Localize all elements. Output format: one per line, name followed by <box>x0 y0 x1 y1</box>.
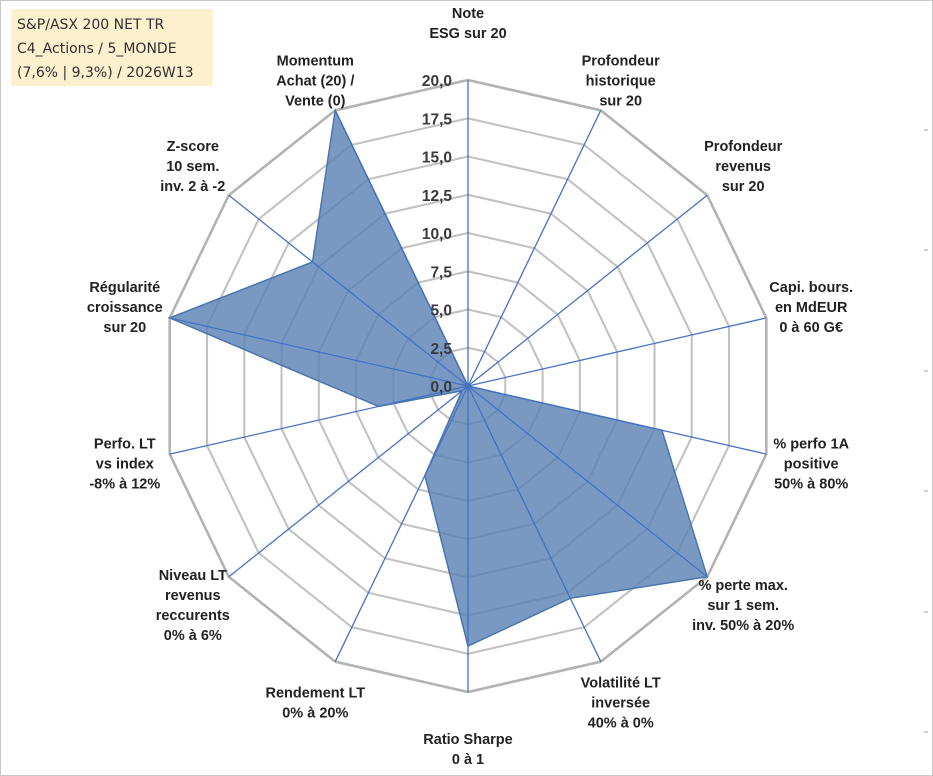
spoke-10 <box>169 385 469 455</box>
axis-label-3: Capi. bours. en MdEUR 0 à 60 G€ <box>769 280 853 336</box>
axis-label-13: Momentum Achat (20) / Vente (0) <box>276 53 354 109</box>
spoke-13 <box>334 110 469 387</box>
spoke-5 <box>467 385 708 578</box>
spoke-8 <box>334 385 469 662</box>
axis-label-10: Perfo. LT vs index -8% à 12% <box>89 437 160 493</box>
tick-label-8: 20,0 <box>422 73 452 90</box>
radar-tick-labels: 0,0 2,5 5,0 7,5 10,0 12,5 15,0 17,5 20,0 <box>422 73 453 396</box>
spoke-11 <box>169 317 469 387</box>
axis-label-8: Rendement LT 0% à 20% <box>265 686 365 722</box>
radar-axis-labels: Note ESG sur 20 Profondeur historique sur 20… <box>87 6 853 768</box>
spoke-1 <box>467 110 602 387</box>
info-line-category: C4_Actions / 5_MONDE <box>17 41 177 57</box>
tick-label-5: 12,5 <box>422 188 453 205</box>
spoke-12 <box>228 194 469 387</box>
right-edge-marks <box>924 0 930 776</box>
tick-label-6: 15,0 <box>422 150 452 167</box>
axis-label-7: Ratio Sharpe 0 à 1 <box>423 732 512 768</box>
tick-label-4: 10,0 <box>422 226 452 243</box>
axis-label-2: Profondeur revenus sur 20 <box>704 139 782 195</box>
radar-series <box>167 107 709 648</box>
axis-label-9: Niveau LT revenus reccurents 0% à 6% <box>156 568 230 644</box>
axis-label-0: Note ESG sur 20 <box>429 6 506 42</box>
info-line-stats: (7,6% | 9,3%) / 2026W13 <box>17 65 194 81</box>
tick-label-1: 2,5 <box>430 341 452 358</box>
radar-spokes <box>169 80 767 692</box>
spoke-4 <box>467 385 767 455</box>
spoke-6 <box>467 385 602 662</box>
info-line-index-name: S&P/ASX 200 NET TR <box>17 17 165 33</box>
tick-label-7: 17,5 <box>422 111 453 128</box>
axis-label-6: Volatilité LT inversée 40% à 0% <box>581 676 661 732</box>
axis-label-5: % perte max. sur 1 sem. inv. 50% à 20% <box>692 578 794 634</box>
spoke-9 <box>228 385 469 578</box>
series-area-0 <box>167 107 709 648</box>
axis-label-12: Z-score 10 sem. inv. 2 à -2 <box>160 139 225 195</box>
tick-label-3: 7,5 <box>430 264 452 281</box>
info-box: S&P/ASX 200 NET TR C4_Actions / 5_MONDE … <box>11 9 213 86</box>
spoke-3 <box>467 317 767 387</box>
axis-label-1: Profondeur historique sur 20 <box>582 53 660 109</box>
axis-label-4: % perfo 1A positive 50% à 80% <box>773 437 849 493</box>
tick-label-0: 0,0 <box>430 379 452 396</box>
axis-label-11: Régularité croissance sur 20 <box>87 280 163 336</box>
spoke-2 <box>467 194 708 387</box>
tick-label-2: 5,0 <box>430 303 452 320</box>
